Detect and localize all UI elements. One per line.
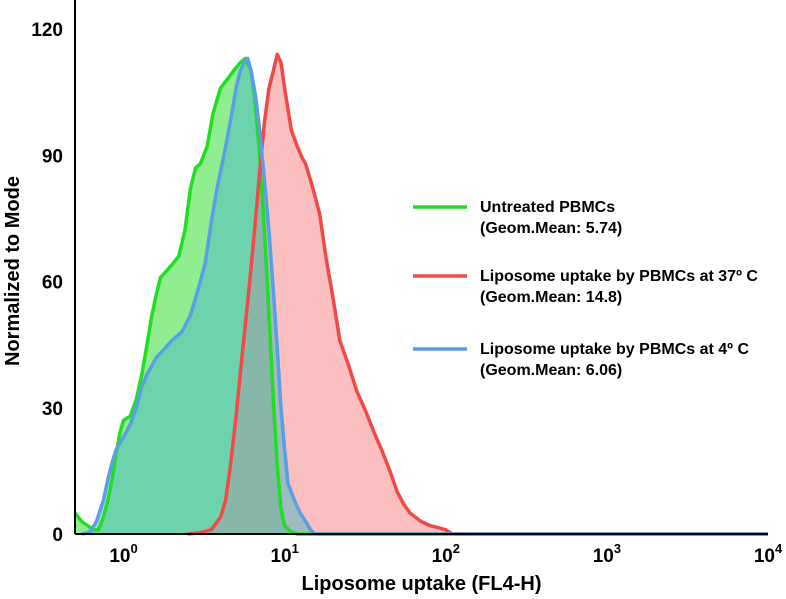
line-uptake-37c [187,52,768,536]
legend-label-untreated: Untreated PBMCs [480,199,615,216]
x-tick-label: 101 [270,541,298,567]
legend: Untreated PBMCs (Geom.Mean: 5.74) Liposome… [413,199,758,379]
legend-label-uptake-37c: Liposome uptake by PBMCs at 37º C [480,268,758,285]
x-tick-label: 103 [593,541,621,567]
x-axis-title: Liposome uptake (FL4-H) [301,573,541,595]
x-tick-label: 102 [432,541,460,567]
line-uptake-4c [81,56,768,536]
x-tick-label: 100 [109,541,137,567]
y-tick-label: 0 [52,525,63,546]
y-tick-label: 90 [42,146,63,167]
legend-note-untreated: (Geom.Mean: 5.74) [480,220,622,237]
x-axis-ticks: 100 101 102 103 104 [109,541,783,567]
y-tick-label: 30 [42,399,63,420]
y-axis-title: Normalized to Mode [2,176,24,366]
y-tick-label: 60 [42,273,63,294]
histogram-lines [73,52,768,536]
y-tick-label: 120 [31,20,63,41]
x-tick-label: 104 [754,541,783,567]
legend-note-uptake-37c: (Geom.Mean: 14.8) [480,289,622,306]
area-uptake-37c [187,54,769,535]
histogram-areas [75,54,769,535]
legend-label-uptake-4c: Liposome uptake by PBMCs at 4º C [480,341,749,358]
area-uptake-4c [81,58,768,534]
legend-note-uptake-4c: (Geom.Mean: 6.06) [480,362,622,379]
y-axis-ticks: 0 30 60 90 120 [31,20,63,546]
